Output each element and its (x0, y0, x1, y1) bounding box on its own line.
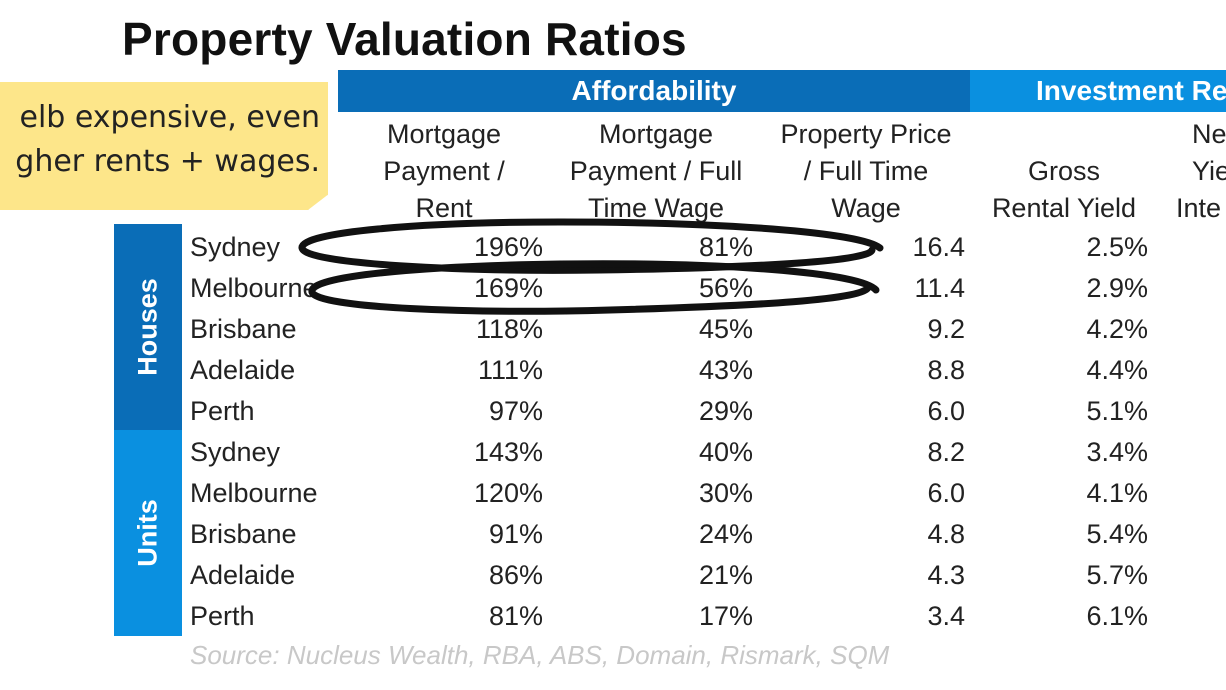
investment-header: Investment Re (970, 70, 1226, 112)
gross-yield-cell: 5.1% (1086, 396, 1148, 426)
mortgage-wage-cell: 56% (698, 273, 753, 303)
table-row: Sydney 196% 81% 16.4 2.5% (0, 227, 1226, 268)
page-title: Property Valuation Ratios (122, 13, 687, 65)
mortgage-rent-cell: 120% (473, 478, 543, 508)
mortgage-wage-cell: 21% (698, 560, 753, 590)
mortgage-wage-cell: 17% (698, 601, 753, 631)
gross-yield-cell: 6.1% (1086, 601, 1148, 631)
mortgage-wage-cell: 43% (698, 355, 753, 385)
city-cell: Sydney (190, 437, 281, 467)
table-row: Adelaide 111% 43% 8.8 4.4% (0, 350, 1226, 391)
mortgage-rent-cell: 118% (475, 314, 543, 344)
table-row: Perth 97% 29% 6.0 5.1% (0, 391, 1226, 432)
price-wage-cell: 16.4 (912, 232, 965, 262)
table-row: Melbourne 120% 30% 6.0 4.1% (0, 473, 1226, 514)
column-header-price-wage: Property Price / Full Time Wage (780, 119, 952, 223)
gross-yield-cell: 4.1% (1086, 478, 1148, 508)
city-cell: Melbourne (190, 478, 318, 508)
price-wage-cell: 3.4 (927, 601, 965, 631)
units-segment-label: Units (114, 430, 182, 636)
mortgage-rent-cell: 169% (473, 273, 543, 303)
mortgage-wage-cell: 81% (698, 232, 753, 262)
gross-yield-cell: 2.5% (1086, 232, 1148, 262)
sticky-note-text: elb expensive, even gher rents + wages. (15, 100, 320, 179)
gross-yield-cell: 5.7% (1086, 560, 1148, 590)
mortgage-rent-cell: 86% (488, 560, 543, 590)
city-cell: Adelaide (190, 355, 296, 385)
houses-segment-label: Houses (114, 224, 182, 430)
mortgage-rent-cell: 196% (473, 232, 543, 262)
column-header-gross-yield: Gross Rental Yield (991, 156, 1137, 223)
price-wage-cell: 11.4 (914, 273, 965, 303)
city-cell: Brisbane (190, 519, 297, 549)
price-wage-cell: 8.2 (927, 437, 965, 467)
city-cell: Perth (190, 396, 255, 426)
table-row: Adelaide 86% 21% 4.3 5.7% (0, 555, 1226, 596)
price-wage-cell: 4.8 (927, 519, 965, 549)
column-header-mortgage-rent: Mortgage Payment / Rent (383, 119, 505, 223)
mortgage-wage-cell: 29% (698, 396, 753, 426)
mortgage-rent-cell: 111% (477, 355, 543, 385)
city-cell: Melbourne (190, 273, 318, 303)
column-header-net-yield: Ne Yie Inte (1176, 119, 1226, 223)
affordability-header: Affordability (338, 70, 970, 112)
city-cell: Perth (190, 601, 255, 631)
gross-yield-cell: 3.4% (1086, 437, 1148, 467)
source-note: Source: Nucleus Wealth, RBA, ABS, Domain… (190, 640, 890, 670)
gross-yield-cell: 2.9% (1086, 273, 1148, 303)
gross-yield-cell: 5.4% (1086, 519, 1148, 549)
mortgage-wage-cell: 30% (698, 478, 753, 508)
table-row: Melbourne 169% 56% 11.4 2.9% (0, 268, 1226, 309)
mortgage-wage-cell: 45% (698, 314, 753, 344)
mortgage-rent-cell: 81% (488, 601, 543, 631)
mortgage-rent-cell: 97% (488, 396, 543, 426)
price-wage-cell: 6.0 (927, 396, 965, 426)
table-row: Brisbane 91% 24% 4.8 5.4% (0, 514, 1226, 555)
gross-yield-cell: 4.4% (1086, 355, 1148, 385)
table-row: Perth 81% 17% 3.4 6.1% (0, 596, 1226, 637)
mortgage-wage-cell: 24% (698, 519, 753, 549)
table-row: Brisbane 118% 45% 9.2 4.2% (0, 309, 1226, 350)
table-row: Sydney 143% 40% 8.2 3.4% (0, 432, 1226, 473)
mortgage-wage-cell: 40% (698, 437, 753, 467)
mortgage-rent-cell: 143% (473, 437, 543, 467)
gross-yield-cell: 4.2% (1086, 314, 1148, 344)
price-wage-cell: 8.8 (927, 355, 965, 385)
city-cell: Brisbane (190, 314, 297, 344)
sticky-note (0, 82, 328, 210)
column-header-mortgage-wage: Mortgage Payment / Full Time Wage (569, 119, 743, 223)
price-wage-cell: 6.0 (927, 478, 965, 508)
price-wage-cell: 4.3 (927, 560, 965, 590)
city-cell: Adelaide (190, 560, 296, 590)
price-wage-cell: 9.2 (927, 314, 965, 344)
city-cell: Sydney (190, 232, 281, 262)
mortgage-rent-cell: 91% (488, 519, 543, 549)
